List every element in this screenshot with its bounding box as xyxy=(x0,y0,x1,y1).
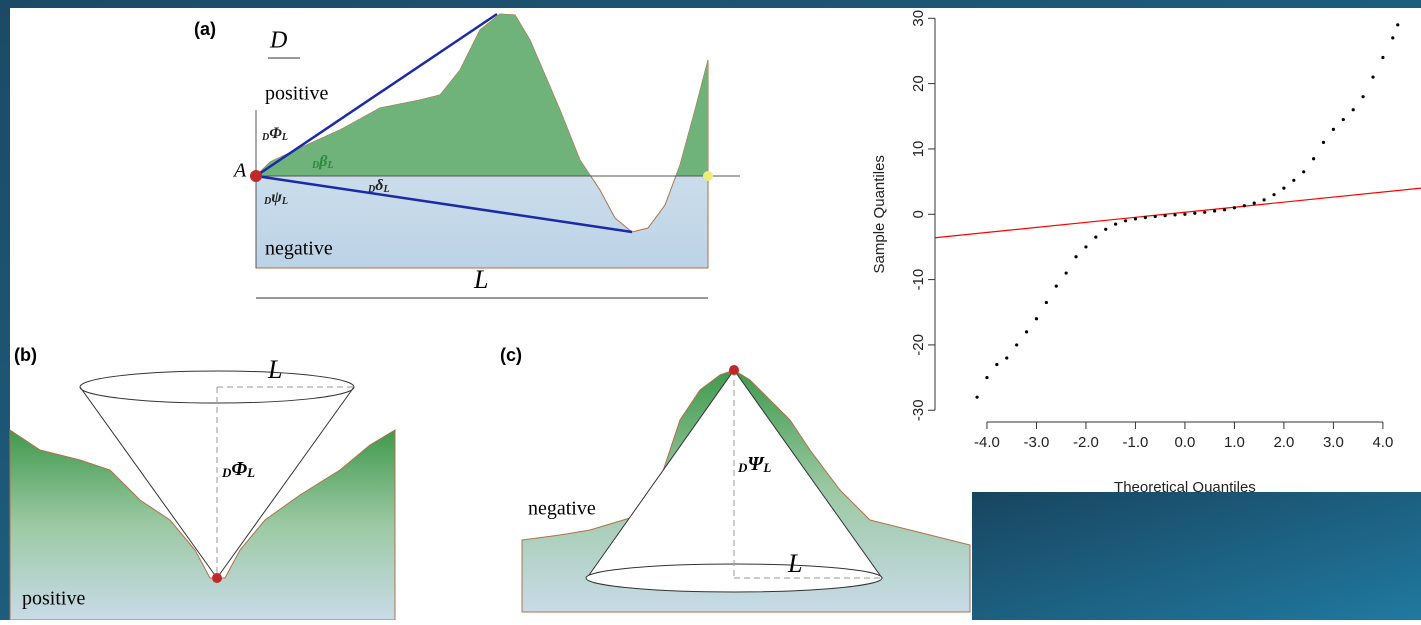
symbol: Φ xyxy=(269,125,282,142)
point xyxy=(1223,208,1226,211)
point xyxy=(1272,193,1275,196)
point xyxy=(1282,187,1285,190)
point xyxy=(1144,216,1147,219)
point xyxy=(1154,215,1157,218)
point xyxy=(1035,317,1038,320)
y-tick-label: 10 xyxy=(910,141,927,158)
sub: L xyxy=(281,132,288,143)
point xyxy=(1055,285,1058,288)
y-tick-label: 30 xyxy=(910,10,927,27)
length: L xyxy=(787,549,802,578)
negative: negative xyxy=(265,238,333,260)
y-tick-label: -20 xyxy=(910,334,927,356)
point xyxy=(1312,157,1315,160)
point xyxy=(1094,236,1097,239)
point xyxy=(1203,211,1206,214)
y-tick-label: -30 xyxy=(910,399,927,421)
point xyxy=(1292,179,1295,182)
label: (b) xyxy=(14,345,37,365)
x-tick-label: 4.0 xyxy=(1372,434,1393,451)
sub: L xyxy=(382,184,389,195)
symbol: Φ xyxy=(231,458,247,480)
point xyxy=(975,396,978,399)
x-tick-label: 3.0 xyxy=(1323,434,1344,451)
sub: L xyxy=(762,460,771,475)
point xyxy=(1193,212,1196,215)
apex xyxy=(212,573,222,583)
sub: L xyxy=(246,465,255,480)
point xyxy=(1263,198,1266,201)
x-tick-label: 1.0 xyxy=(1224,434,1245,451)
point xyxy=(1005,356,1008,359)
y-tick-label: 20 xyxy=(910,75,927,92)
pre: D xyxy=(221,465,232,480)
pre: D xyxy=(263,196,271,207)
point xyxy=(1074,255,1077,258)
x-tick-label: -2.0 xyxy=(1073,434,1099,451)
point xyxy=(1361,95,1364,98)
point xyxy=(1183,213,1186,216)
pre: D xyxy=(367,184,375,195)
point xyxy=(1243,204,1246,207)
point xyxy=(1045,301,1048,304)
length: L xyxy=(267,355,282,384)
positive: positive xyxy=(265,83,328,105)
corner-box xyxy=(972,492,1421,620)
point xyxy=(1396,23,1399,26)
sub: L xyxy=(281,196,288,207)
point xyxy=(1104,228,1107,231)
point xyxy=(1124,219,1127,222)
length: L xyxy=(473,265,488,294)
point xyxy=(1233,206,1236,209)
slide: (a) D positive negative A L DΦLDβLDδLDψL… xyxy=(0,0,1421,620)
point xyxy=(1173,213,1176,216)
sub: L xyxy=(326,160,333,171)
end-point xyxy=(703,171,713,181)
point xyxy=(1342,118,1345,121)
symbol: ψ xyxy=(271,189,282,206)
point xyxy=(1025,330,1028,333)
pre: D xyxy=(261,132,269,143)
pre: D xyxy=(737,460,748,475)
negative: negative xyxy=(528,498,596,520)
point xyxy=(1352,108,1355,111)
point xyxy=(1134,217,1137,220)
y-axis-title: Sample Quantiles xyxy=(871,155,888,273)
x-tick-label: -3.0 xyxy=(1024,434,1050,451)
point xyxy=(1302,170,1305,173)
point xyxy=(1213,209,1216,212)
label: (a) xyxy=(194,19,216,39)
point xyxy=(1253,202,1256,205)
y-tick-label: -10 xyxy=(910,269,927,291)
point xyxy=(1391,36,1394,39)
point xyxy=(1371,75,1374,78)
point xyxy=(985,376,988,379)
y-tick-label: 0 xyxy=(910,210,927,218)
symbol: δ xyxy=(375,177,383,194)
x-tick-label: 2.0 xyxy=(1273,434,1294,451)
label: (c) xyxy=(500,345,522,365)
point xyxy=(1164,214,1167,217)
point xyxy=(995,363,998,366)
x-tick-label: 0.0 xyxy=(1174,434,1195,451)
point xyxy=(1381,56,1384,59)
point xyxy=(1332,128,1335,131)
point xyxy=(1322,141,1325,144)
direction: D xyxy=(269,28,287,54)
positive: positive xyxy=(22,588,85,610)
point-label: A xyxy=(232,160,247,182)
pre: D xyxy=(311,160,319,171)
point xyxy=(1015,343,1018,346)
apex xyxy=(729,365,739,375)
point xyxy=(1084,245,1087,248)
point-a xyxy=(250,170,262,182)
x-tick-label: -4.0 xyxy=(974,434,1000,451)
point xyxy=(1065,271,1068,274)
x-tick-label: -1.0 xyxy=(1123,434,1149,451)
point xyxy=(1114,222,1117,225)
